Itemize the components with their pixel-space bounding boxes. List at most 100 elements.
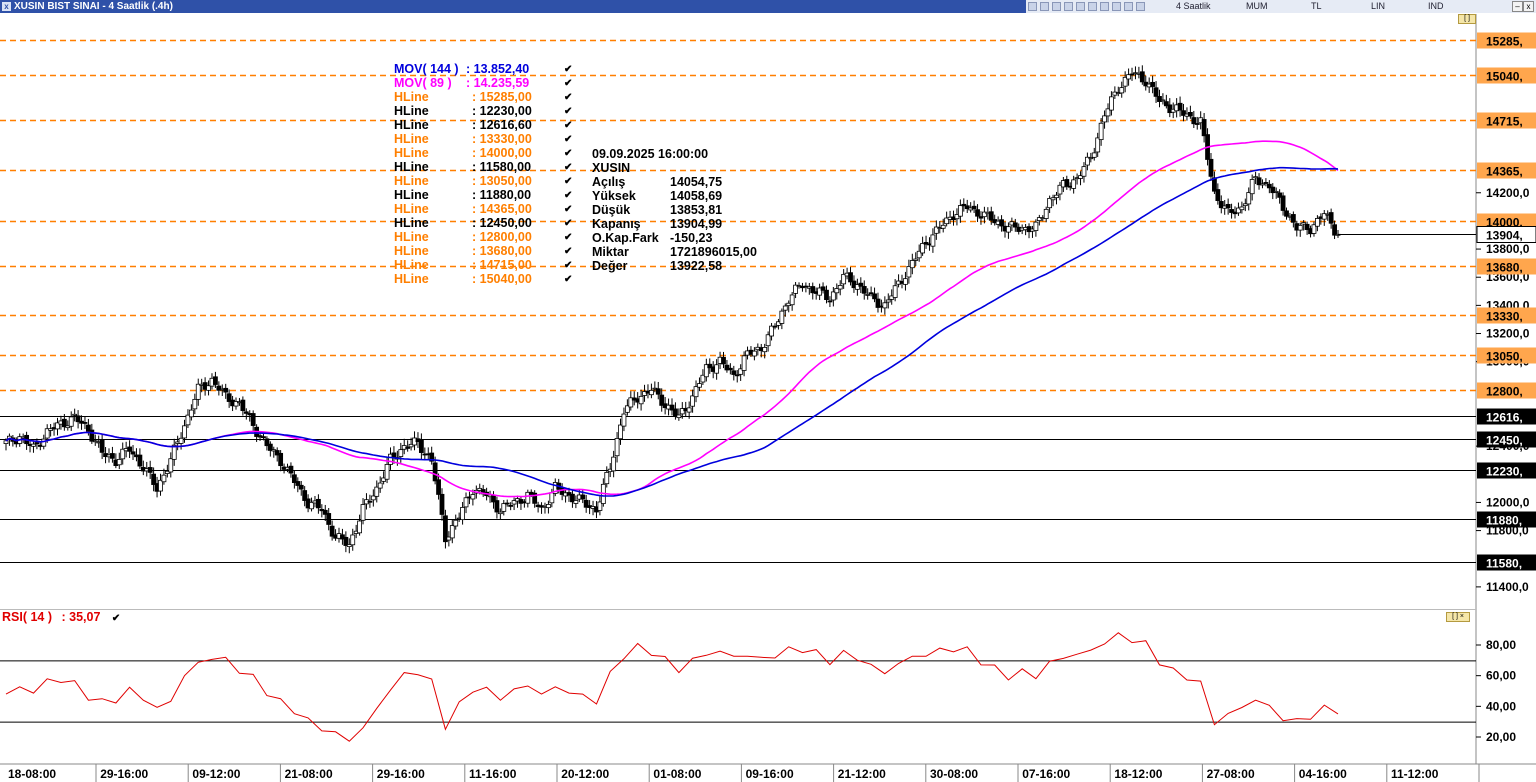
candle-body xyxy=(346,544,352,547)
check-icon[interactable]: ✔ xyxy=(564,190,573,201)
check-icon[interactable]: ✔ xyxy=(564,246,573,257)
candle-body xyxy=(1153,87,1159,97)
candle-body xyxy=(453,519,459,527)
candle-body xyxy=(772,325,778,328)
tool-icon[interactable] xyxy=(1076,2,1085,11)
minimize-button[interactable]: ‒ xyxy=(1512,1,1523,12)
check-icon[interactable]: ✔ xyxy=(564,78,573,89)
tool-icon[interactable] xyxy=(1052,2,1061,11)
candle-body xyxy=(34,442,40,445)
check-icon[interactable]: ✔ xyxy=(111,613,121,624)
legend-row[interactable]: HLine: 13680,00 ✔ xyxy=(394,244,594,258)
check-icon[interactable]: ✔ xyxy=(564,176,573,187)
candle-body xyxy=(405,446,411,449)
tool-icon[interactable] xyxy=(1064,2,1073,11)
candle-body xyxy=(793,284,798,294)
candle-body xyxy=(329,525,335,537)
legend-row[interactable]: HLine: 13050,00 ✔ xyxy=(394,174,594,188)
legend-row[interactable]: MOV( 89 ): 14.235,59 ✔ xyxy=(394,76,594,90)
candle-body xyxy=(1315,218,1320,227)
check-icon[interactable]: ✔ xyxy=(564,162,573,173)
toolbar-icon-group[interactable] xyxy=(1028,2,1168,11)
hline-price-label: 14715, xyxy=(1486,115,1523,129)
legend-row[interactable]: HLine: 12230,00 ✔ xyxy=(394,104,594,118)
legend-row[interactable]: HLine: 15285,00 ✔ xyxy=(394,90,594,104)
candle-body xyxy=(137,454,143,467)
legend-name: HLine xyxy=(394,118,429,132)
tool-icon[interactable] xyxy=(1088,2,1097,11)
candle-body xyxy=(727,367,733,371)
legend-name: HLine xyxy=(394,104,429,118)
check-icon[interactable]: ✔ xyxy=(564,106,573,117)
tool-icon[interactable] xyxy=(1028,2,1037,11)
candle-body xyxy=(1181,110,1186,116)
candle-body xyxy=(216,385,222,391)
candle-body xyxy=(1215,189,1221,201)
candle-body xyxy=(1242,203,1248,207)
candle-body xyxy=(1054,194,1059,199)
legend-row[interactable]: HLine: 14365,00 ✔ xyxy=(394,202,594,216)
check-icon[interactable]: ✔ xyxy=(564,120,573,131)
tool-icon[interactable] xyxy=(1124,2,1133,11)
legend-row[interactable]: HLine: 13330,00 ✔ xyxy=(394,132,594,146)
tool-icon[interactable] xyxy=(1100,2,1109,11)
candle-body xyxy=(1167,104,1173,114)
mode-selector[interactable]: IND xyxy=(1428,1,1444,11)
hline-price-label: 12450, xyxy=(1486,434,1523,448)
candle-body xyxy=(1304,223,1310,230)
candle-body xyxy=(1150,81,1156,87)
legend-row[interactable]: HLine: 12616,60 ✔ xyxy=(394,118,594,132)
candle-body xyxy=(130,451,136,455)
candle-body xyxy=(697,383,702,388)
tool-icon[interactable] xyxy=(1136,2,1145,11)
legend-row[interactable]: HLine: 15040,00 ✔ xyxy=(394,272,594,286)
hline-price-tag xyxy=(1477,554,1536,571)
hline-price-label: 13330, xyxy=(1486,310,1523,324)
style-selector[interactable]: MUM xyxy=(1246,1,1268,11)
check-icon[interactable]: ✔ xyxy=(564,204,573,215)
legend-row[interactable]: HLine: 14715,00 ✔ xyxy=(394,258,594,272)
check-icon[interactable]: ✔ xyxy=(564,232,573,243)
hline-price-tag xyxy=(1477,258,1536,275)
check-icon[interactable]: ✔ xyxy=(564,64,573,75)
x-tick-label: 20-12:00 xyxy=(561,767,609,781)
candle-body xyxy=(1194,123,1200,125)
scale-selector[interactable]: LIN xyxy=(1371,1,1386,11)
candle-body xyxy=(1332,224,1337,236)
check-icon[interactable]: ✔ xyxy=(564,218,573,229)
candle-body xyxy=(1249,179,1255,195)
candle-body xyxy=(168,458,174,473)
legend-row[interactable]: HLine: 12450,00 ✔ xyxy=(394,216,594,230)
close-button[interactable]: x xyxy=(1523,1,1534,12)
check-icon[interactable]: ✔ xyxy=(564,148,573,159)
check-icon[interactable]: ✔ xyxy=(564,260,573,271)
candle-body xyxy=(55,422,60,430)
candle-body xyxy=(370,495,376,501)
legend-row[interactable]: HLine: 14000,00 ✔ xyxy=(394,146,594,160)
hline-price-tag xyxy=(1477,408,1536,425)
tool-icon[interactable] xyxy=(1112,2,1121,11)
pane-separator[interactable] xyxy=(0,609,1476,610)
hline-price-tag xyxy=(1477,431,1536,448)
legend-row[interactable]: HLine: 11580,00 ✔ xyxy=(394,160,594,174)
period-selector[interactable]: 4 Saatlik xyxy=(1176,1,1211,11)
hline-price-label: 13680, xyxy=(1486,261,1523,275)
info-row: O.Kap.Fark -150,23 xyxy=(592,231,712,245)
candle-body xyxy=(1218,201,1224,209)
candle-body xyxy=(700,374,706,383)
legend-row[interactable]: MOV( 144 ): 13.852,40 ✔ xyxy=(394,62,594,76)
check-icon[interactable]: ✔ xyxy=(564,134,573,145)
check-icon[interactable]: ✔ xyxy=(564,92,573,103)
candle-body xyxy=(223,387,229,393)
pane-controls[interactable]: [ ] × xyxy=(1446,612,1470,622)
currency-selector[interactable]: TL xyxy=(1311,1,1322,11)
x-tick-label: 09-12:00 xyxy=(192,767,240,781)
legend-row[interactable]: HLine: 11880,00 ✔ xyxy=(394,188,594,202)
info-datetime: 09.09.2025 16:00:00 xyxy=(592,147,709,161)
legend-row[interactable]: HLine: 12800,00 ✔ xyxy=(394,230,594,244)
tool-icon[interactable] xyxy=(1040,2,1049,11)
candle-body xyxy=(525,491,531,504)
check-icon[interactable]: ✔ xyxy=(564,274,573,285)
price-pane-controls[interactable]: [ ] xyxy=(1458,14,1476,24)
